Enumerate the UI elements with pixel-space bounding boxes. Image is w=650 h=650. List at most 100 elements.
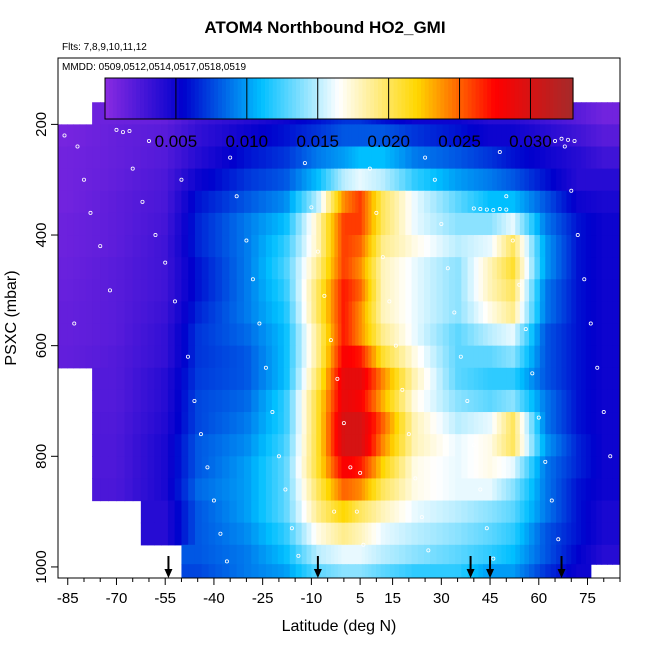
heatmap-cell	[215, 301, 223, 325]
heatmap-cell	[194, 235, 203, 258]
heatmap-cell	[424, 389, 431, 413]
heatmap-cell	[321, 434, 327, 457]
colorbar-swatch	[264, 78, 270, 119]
heatmap-cell	[277, 544, 285, 565]
heatmap-cell	[295, 434, 303, 457]
heatmap-cell	[295, 389, 303, 413]
heatmap-cell	[201, 190, 210, 214]
heatmap-cell	[341, 434, 346, 457]
heatmap-cell	[385, 212, 391, 236]
heatmap-cell	[334, 544, 339, 565]
heatmap-cell	[478, 564, 484, 578]
sample-point	[465, 398, 470, 403]
heatmap-cell	[271, 257, 279, 280]
dates-subtitle: MMDD: 0509,0512,0514,0517,0518,0519	[62, 62, 247, 73]
heatmap-cell	[487, 279, 493, 303]
heatmap-cell	[385, 168, 391, 192]
colorbar-swatch	[253, 78, 258, 119]
colorbar-swatch	[331, 78, 336, 119]
heatmap-cell	[539, 235, 546, 258]
heatmap-cell	[524, 478, 530, 502]
heatmap-cell	[311, 500, 317, 524]
heatmap-cell	[455, 434, 462, 457]
heatmap-cell	[271, 279, 279, 303]
heatmap-cell	[455, 301, 462, 325]
heatmap-cell	[607, 102, 614, 125]
heatmap-cell	[492, 323, 498, 347]
heatmap-cell	[258, 456, 267, 480]
heatmap-cell	[258, 412, 267, 435]
sample-point	[549, 498, 554, 503]
heatmap-cell	[306, 367, 312, 391]
heatmap-cell	[92, 124, 101, 148]
heatmap-cell	[258, 367, 267, 391]
heatmap-cell	[201, 279, 210, 303]
heatmap-cell	[167, 301, 176, 325]
heatmap-cell	[351, 367, 356, 391]
heatmap-cell	[492, 124, 498, 148]
heatmap-cell	[60, 146, 68, 170]
heatmap-cell	[348, 434, 353, 457]
heatmap-cell	[501, 212, 507, 236]
heatmap-cell	[411, 190, 419, 214]
heatmap-cell	[321, 301, 327, 325]
heatmap-cell	[467, 168, 475, 192]
heatmap-cell	[576, 434, 582, 457]
heatmap-cell	[364, 168, 369, 192]
heatmap-cell	[351, 212, 356, 236]
colorbar-swatch	[354, 78, 360, 119]
heatmap-cell	[161, 367, 169, 391]
heatmap-cell	[399, 456, 406, 480]
heatmap-cell	[545, 146, 552, 170]
heatmap-cell	[167, 190, 176, 214]
heatmap-cell	[448, 168, 456, 192]
heatmap-cell	[124, 389, 134, 413]
heatmap-cell	[478, 345, 484, 369]
heatmap-cell	[478, 544, 484, 565]
heatmap-cell	[85, 323, 93, 347]
heatmap-cell	[58, 190, 62, 214]
heatmap-cell	[506, 168, 512, 192]
heatmap-cell	[442, 412, 450, 435]
heatmap-cell	[492, 190, 498, 214]
y-tick-label: 200	[33, 112, 50, 137]
heatmap-cell	[251, 279, 260, 303]
heatmap-cell	[483, 257, 489, 280]
heatmap-cell	[576, 323, 582, 347]
heatmap-cell	[79, 345, 87, 369]
heatmap-cell	[612, 345, 619, 369]
heatmap-cell	[376, 412, 382, 435]
heatmap-cell	[571, 212, 577, 236]
heatmap-cell	[430, 412, 438, 435]
heatmap-cell	[524, 522, 530, 546]
heatmap-cell	[161, 500, 169, 524]
colorbar-swatch	[155, 78, 161, 119]
heatmap-cell	[576, 345, 582, 369]
heatmap-cell	[607, 478, 614, 502]
heatmap-cell	[277, 212, 285, 236]
heatmap-cell	[236, 212, 245, 236]
colorbar-swatch	[463, 78, 469, 119]
heatmap-cell	[455, 323, 462, 347]
heatmap-cell	[181, 564, 189, 578]
heatmap-cell	[147, 212, 155, 236]
heatmap-cell	[301, 212, 308, 236]
heatmap-cell	[492, 367, 498, 391]
heatmap-cell	[334, 389, 339, 413]
heatmap-cell	[612, 124, 619, 148]
heatmap-cell	[496, 478, 503, 502]
heatmap-cell	[590, 168, 597, 192]
heatmap-cell	[147, 434, 155, 457]
heatmap-cell	[442, 389, 450, 413]
heatmap-cell	[330, 124, 335, 148]
heatmap-cell	[617, 389, 620, 413]
heatmap-cell	[461, 434, 469, 457]
heatmap-cell	[311, 301, 317, 325]
heatmap-cell	[222, 235, 230, 258]
heatmap-cell	[194, 367, 203, 391]
heatmap-cell	[174, 190, 183, 214]
heatmap-cell	[571, 323, 577, 347]
colorbar-swatch	[350, 78, 356, 119]
heatmap-cell	[612, 456, 619, 480]
heatmap-cell	[368, 345, 373, 369]
